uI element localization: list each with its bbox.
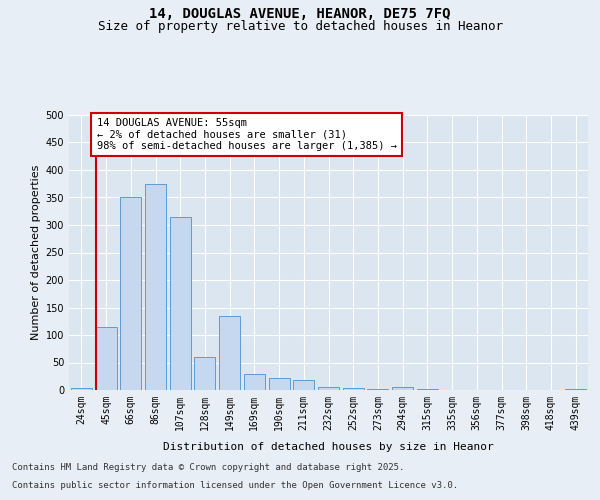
Text: Distribution of detached houses by size in Heanor: Distribution of detached houses by size …	[163, 442, 494, 452]
Bar	[145, 184, 166, 390]
Text: 14, DOUGLAS AVENUE, HEANOR, DE75 7FQ: 14, DOUGLAS AVENUE, HEANOR, DE75 7FQ	[149, 8, 451, 22]
Text: 14 DOUGLAS AVENUE: 55sqm
← 2% of detached houses are smaller (31)
98% of semi-de: 14 DOUGLAS AVENUE: 55sqm ← 2% of detache…	[97, 118, 397, 151]
Bar	[417, 389, 438, 390]
Bar	[219, 316, 240, 390]
Bar	[269, 378, 290, 390]
Bar	[565, 389, 586, 390]
Bar	[71, 388, 92, 390]
Bar	[318, 386, 339, 390]
Bar	[343, 388, 364, 390]
Bar	[194, 357, 215, 390]
Y-axis label: Number of detached properties: Number of detached properties	[31, 165, 41, 340]
Text: Size of property relative to detached houses in Heanor: Size of property relative to detached ho…	[97, 20, 503, 33]
Bar	[293, 380, 314, 390]
Text: Contains public sector information licensed under the Open Government Licence v3: Contains public sector information licen…	[12, 481, 458, 490]
Bar	[244, 374, 265, 390]
Text: Contains HM Land Registry data © Crown copyright and database right 2025.: Contains HM Land Registry data © Crown c…	[12, 464, 404, 472]
Bar	[95, 327, 116, 390]
Bar	[367, 389, 388, 390]
Bar	[170, 217, 191, 390]
Bar	[120, 198, 141, 390]
Bar	[392, 387, 413, 390]
